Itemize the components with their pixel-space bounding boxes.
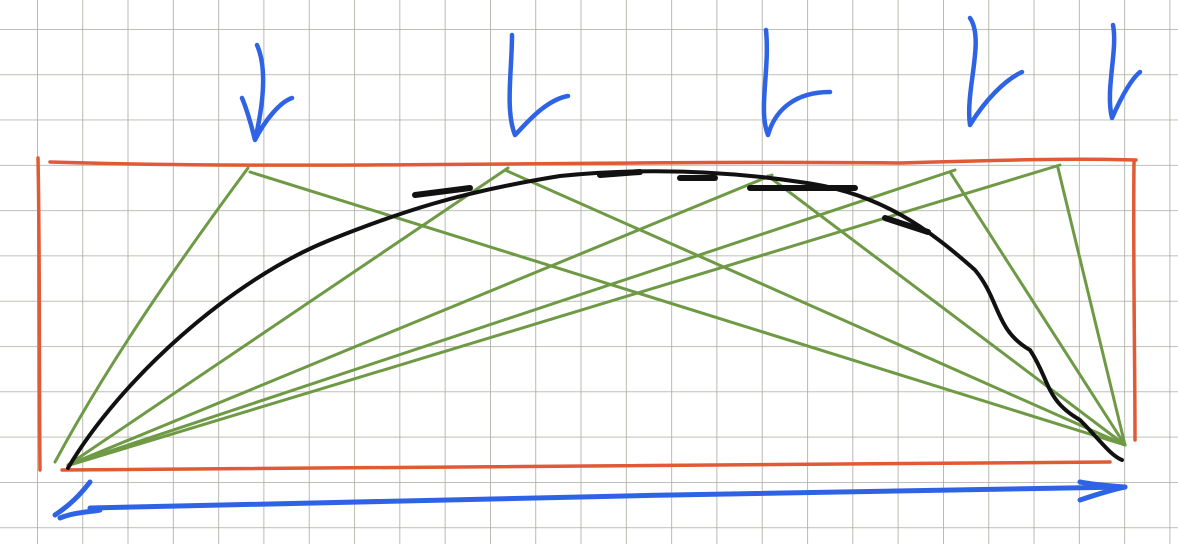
down-arrow [966,15,1025,128]
down-arrow [239,42,295,143]
green-line [53,166,250,464]
arrow-head [1077,479,1128,503]
black-arc [66,169,1124,470]
down-arrow [761,27,833,138]
green-line [503,168,1127,447]
arrow-tail [52,479,103,521]
green-lines [53,163,1127,467]
green-line [68,163,1062,467]
green-line [1056,166,1127,447]
green-line [66,166,510,467]
frame-right [1131,160,1137,442]
black-arc-strokes [412,169,931,235]
arc-stroke [412,185,473,198]
frame-bottom [60,460,1112,472]
green-line [766,174,1127,447]
green-line [66,168,957,467]
frame-left [36,156,42,472]
down-arrow [507,32,571,138]
blue-baseline-arrow [52,479,1128,521]
arc-stroke [882,215,931,235]
green-line [66,173,774,467]
green-line [948,170,1127,447]
red-frame [36,156,1138,472]
down-arrow [1107,22,1143,121]
blue-arrows [239,15,1143,143]
arc-stroke [597,169,643,178]
arrow-shaft [87,484,1128,511]
frame-top [48,157,1138,167]
